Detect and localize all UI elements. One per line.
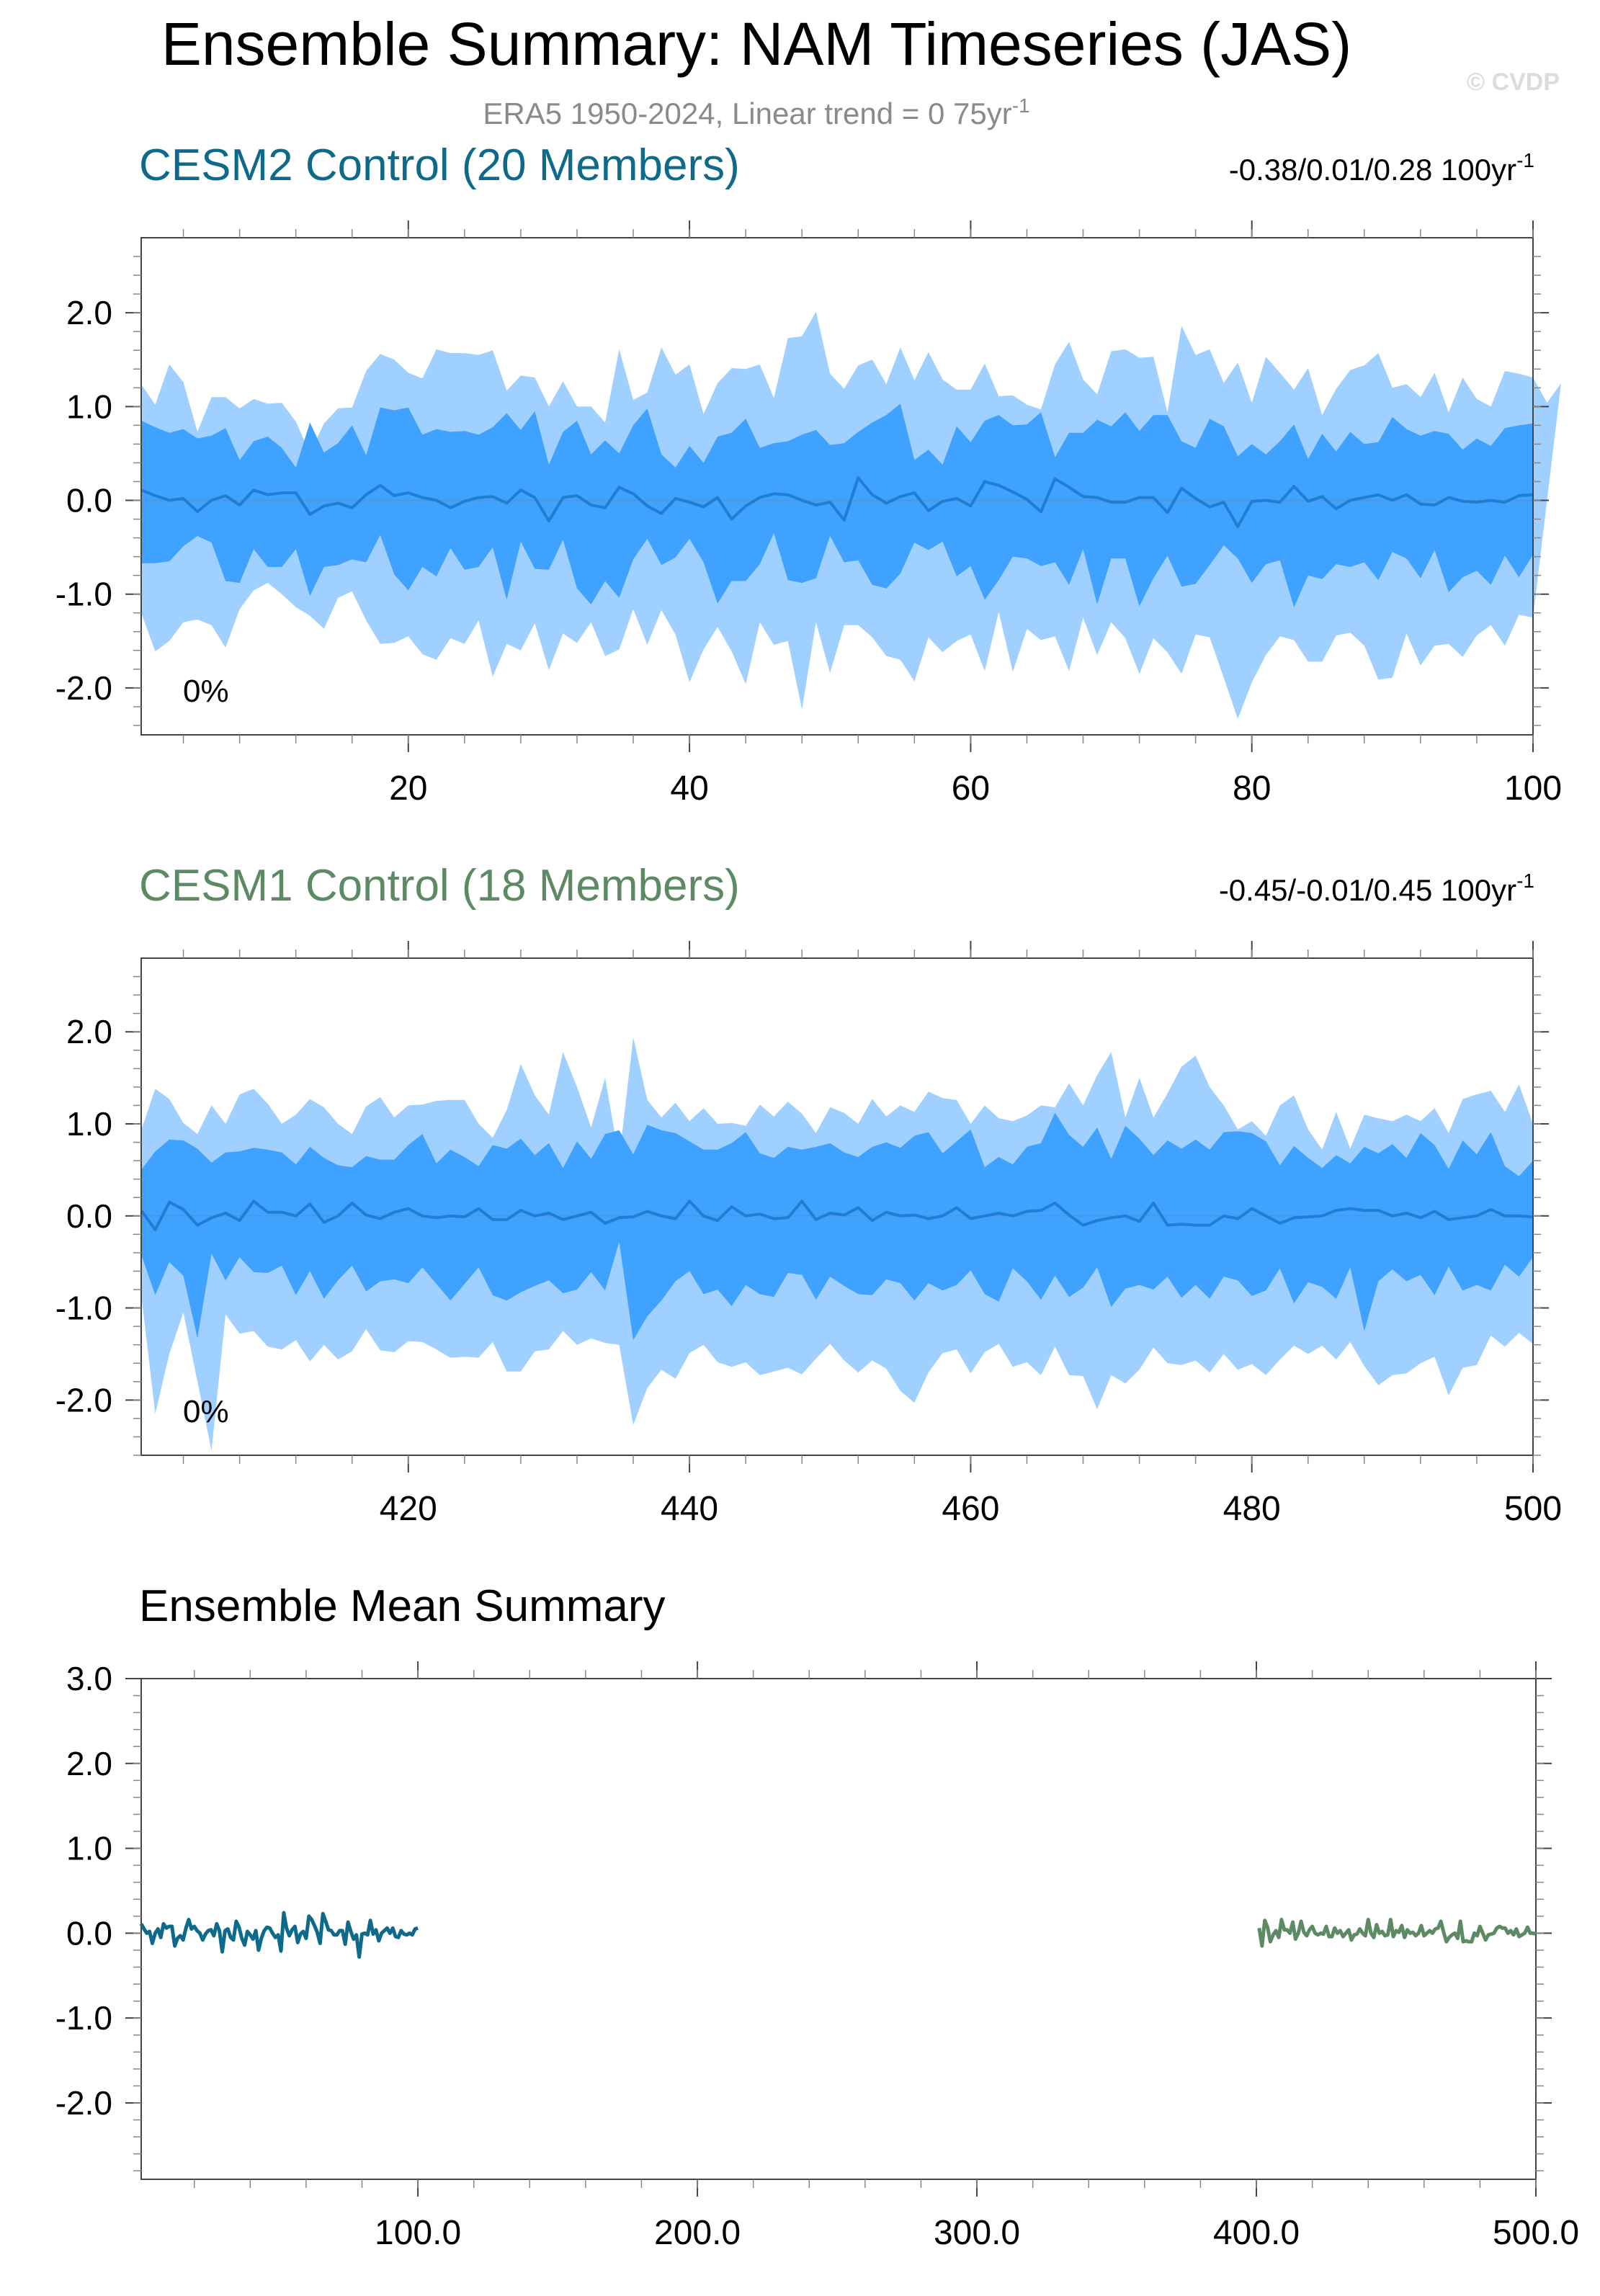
cesm1-x-tick-label: 500	[1504, 1490, 1562, 1528]
cesm2-y-tick-label: -1.0	[55, 576, 112, 613]
ensemble-y-tick-label: 3.0	[66, 1660, 112, 1697]
cesm1-trend-label: -0.45/-0.01/0.45 100yr-1	[1219, 870, 1534, 907]
ensemble-x-tick-label: 300.0	[934, 2214, 1020, 2252]
cesm2-plot-frame	[140, 237, 1534, 736]
cesm2-trend-label: -0.38/0.01/0.28 100yr-1	[1229, 149, 1534, 187]
cesm2-x-tick-label: 80	[1233, 769, 1271, 808]
ensemble-x-tick-label: 400.0	[1213, 2214, 1300, 2252]
cesm2-x-tick-label: 20	[389, 769, 427, 808]
ensemble-y-tick-label: 0.0	[66, 1914, 112, 1952]
cesm2-panel-title: CESM2 Control (20 Members)	[139, 140, 740, 190]
cesm1-y-tick-label: -2.0	[55, 1381, 112, 1419]
cesm2-percent-label: 0%	[183, 674, 229, 709]
cesm1-y-tick-label: -1.0	[55, 1290, 112, 1327]
figure-subtitle: ERA5 1950-2024, Linear trend = 0 75yr-1	[483, 94, 1029, 130]
cesm1-y-tick-label: 2.0	[66, 1013, 112, 1050]
cesm1-x-tick-label: 440	[661, 1490, 718, 1528]
cesm1-x-tick-label: 420	[380, 1490, 437, 1528]
ensemble-y-tick-label: -1.0	[55, 1999, 112, 2037]
cesm2-x-tick-label: 60	[952, 769, 990, 808]
cesm1-ensemble-mean-line	[140, 1200, 1534, 1231]
cesm2-panel: CESM2 Control (20 Members) -0.38/0.01/0.…	[55, 140, 1562, 808]
ensemble-y-tick-label: 1.0	[66, 1830, 112, 1867]
ensemble-mean-plot-area: 3.0 2.0 1.0 0.0 -1.0 -2.0 100.0 200.0 300.0 400.0…	[55, 1660, 1579, 2252]
cesm1-percent-label: 0%	[183, 1394, 229, 1429]
cesm1-y-tick-label: 1.0	[66, 1105, 112, 1143]
cesm1-x-tick-label: 460	[942, 1490, 999, 1528]
cesm1-panel-title: CESM1 Control (18 Members)	[139, 861, 740, 911]
ensemble-mean-panel: Ensemble Mean Summary 3.0 2.0 1.0 0.0 -1.0 -2…	[55, 1581, 1579, 2252]
cesm1-inner-band	[141, 1112, 1533, 1341]
ensemble-x-tick-label: 100.0	[375, 2214, 461, 2252]
ensemble-x-tick-label: 200.0	[654, 2214, 741, 2252]
cesm2-mean-series-line	[139, 1911, 419, 1959]
cesm2-ensemble-mean-line	[140, 476, 1534, 528]
cesm2-plot-area: 2.0 1.0 0.0 -1.0 -2.0 20 40 60 80 100	[55, 220, 1562, 808]
cesm2-y-tick-label: 2.0	[66, 294, 112, 331]
cesm1-mean-series-line	[1257, 1918, 1537, 1948]
cesm1-y-tick-label: 0.0	[66, 1197, 112, 1235]
ensemble-x-tick-label: 500.0	[1493, 2214, 1579, 2252]
cesm2-y-tick-label: -2.0	[55, 669, 112, 707]
cesm2-y-tick-label: 0.0	[66, 482, 112, 519]
cesm2-x-tick-label: 100	[1504, 769, 1562, 808]
cesm2-inner-band	[141, 403, 1533, 607]
watermark: © CVDP	[1467, 68, 1560, 96]
cesm1-x-tick-label: 480	[1223, 1490, 1281, 1528]
ensemble-mean-title: Ensemble Mean Summary	[139, 1581, 666, 1631]
ensemble-plot-frame	[140, 1678, 1537, 2180]
ensemble-y-tick-label: -2.0	[55, 2084, 112, 2122]
figure-title: Ensemble Summary: NAM Timeseries (JAS)	[161, 10, 1351, 78]
cesm1-plot-frame	[140, 957, 1534, 1456]
cesm1-panel: CESM1 Control (18 Members) -0.45/-0.01/0…	[55, 861, 1562, 1528]
ensemble-y-tick-label: 2.0	[66, 1745, 112, 1782]
cesm2-y-tick-label: 1.0	[66, 388, 112, 425]
cesm2-x-tick-label: 40	[670, 769, 708, 808]
cesm1-plot-area: 2.0 1.0 0.0 -1.0 -2.0 420 440 460 480 500	[55, 941, 1562, 1528]
